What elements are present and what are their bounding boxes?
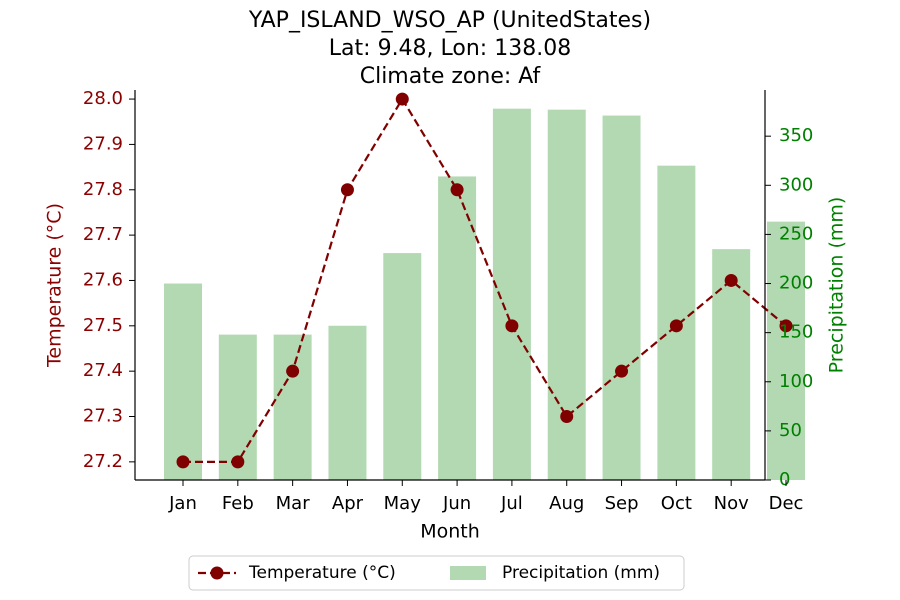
- precipitation-bar: [438, 176, 477, 480]
- left-tick-label: 27.5: [83, 315, 123, 336]
- left-tick-label: 28.0: [83, 88, 123, 109]
- precipitation-bar: [164, 283, 202, 480]
- title-line: Lat: 9.48, Lon: 138.08: [329, 36, 571, 61]
- left-y-axis-label: Temperature (°C): [44, 203, 66, 368]
- x-tick-label: Sep: [605, 493, 639, 514]
- right-y-axis-label: Precipitation (mm): [826, 197, 848, 374]
- x-tick-label: Jan: [168, 493, 197, 514]
- legend: Temperature (°C) Precipitation (mm): [188, 555, 685, 591]
- x-tick-label: May: [384, 493, 422, 514]
- temperature-point: [231, 455, 245, 469]
- title-line: YAP_ISLAND_WSO_AP (UnitedStates): [248, 8, 651, 33]
- temperature-line: [176, 92, 793, 469]
- left-tick-label: 27.9: [83, 133, 123, 154]
- legend-precipitation-label: Precipitation (mm): [502, 563, 660, 583]
- axes: [134, 90, 766, 481]
- legend-box: [188, 555, 685, 591]
- temperature-point: [395, 92, 409, 106]
- precipitation-bar: [602, 115, 641, 480]
- x-tick-label: Mar: [276, 493, 311, 514]
- temperature-point: [286, 364, 300, 378]
- temperature-point: [779, 319, 793, 333]
- legend-temperature-label: Temperature (°C): [248, 563, 396, 583]
- right-y-axis-ticks: 0 50 100 150 200 250 300 350: [765, 125, 813, 490]
- temperature-point: [724, 273, 738, 287]
- precipitation-bar: [273, 334, 312, 480]
- right-tick-label: 350: [779, 125, 813, 146]
- precipitation-bar: [712, 249, 751, 480]
- x-axis-label: Month: [420, 521, 480, 543]
- right-tick-label: 200: [779, 273, 813, 294]
- x-tick-label: Jul: [500, 493, 523, 514]
- precipitation-bar: [328, 325, 367, 480]
- x-tick-label: Oct: [661, 493, 692, 514]
- x-tick-label: Nov: [714, 493, 749, 514]
- x-tick-label: Feb: [222, 493, 254, 514]
- precipitation-bar: [547, 109, 586, 481]
- left-tick-label: 27.6: [83, 269, 123, 290]
- right-tick-label: 100: [779, 371, 813, 392]
- x-tick-label: Apr: [332, 493, 364, 514]
- right-tick-label: 150: [779, 322, 813, 343]
- left-tick-label: 27.8: [83, 179, 123, 200]
- precipitation-bar: [383, 253, 422, 480]
- x-tick-label: Dec: [769, 493, 804, 514]
- right-tick-label: 50: [779, 420, 802, 441]
- chart-title: YAP_ISLAND_WSO_AP (UnitedStates) Lat: 9.4…: [248, 8, 651, 89]
- temperature-series-line: [183, 96, 787, 463]
- temperature-point: [450, 183, 464, 197]
- temperature-point: [560, 410, 574, 424]
- x-tick-label: Jun: [442, 493, 471, 514]
- temperature-point: [505, 319, 519, 333]
- legend-precipitation-swatch: [450, 566, 486, 580]
- title-line: Climate zone: Af: [360, 64, 542, 89]
- left-tick-label: 27.7: [83, 224, 123, 245]
- temperature-point: [669, 319, 683, 333]
- left-tick-label: 27.3: [83, 406, 123, 427]
- right-tick-label: 300: [779, 174, 813, 195]
- right-tick-label: 0: [779, 469, 790, 490]
- precipitation-bar: [767, 221, 805, 481]
- left-y-axis-ticks: 27.2 27.3 27.4 27.5 27.6 27.7 27.8 27.9 28.0: [83, 88, 135, 472]
- temperature-point: [176, 455, 190, 469]
- left-tick-label: 27.2: [83, 451, 123, 472]
- legend-temperature-marker: [210, 566, 224, 580]
- temperature-point: [340, 183, 354, 197]
- x-axis-ticks: Jan Feb Mar Apr May Jun Jul Aug Sep Oct Nov Dec: [168, 480, 803, 514]
- x-tick-label: Aug: [549, 493, 584, 514]
- temperature-point: [615, 364, 629, 378]
- right-tick-label: 250: [779, 223, 813, 244]
- left-tick-label: 27.4: [83, 360, 123, 381]
